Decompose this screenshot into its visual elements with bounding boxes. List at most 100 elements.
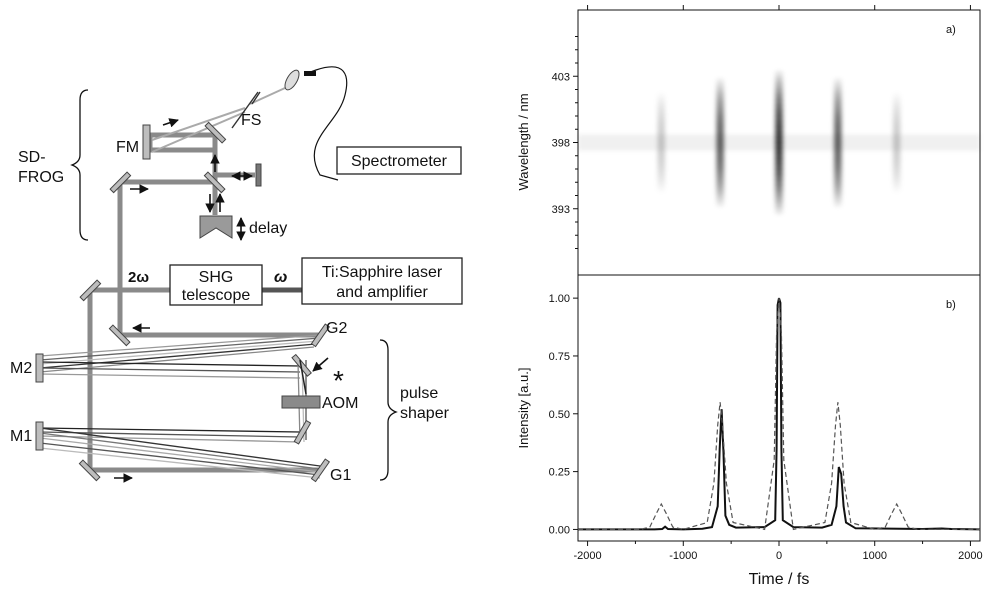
- heatmap-cell: [656, 121, 666, 127]
- panel-b-ticks: 0.00 0.25 0.50 0.75 1.00 -2000 -1000 0 1000 2000: [549, 293, 983, 562]
- pulse-shaper-brace: [379, 339, 398, 481]
- heatmap-cell: [892, 110, 902, 117]
- mirror-1: [204, 121, 227, 144]
- panel-b-ytick-label: 0.75: [549, 351, 570, 363]
- heatmap-cell: [774, 192, 784, 199]
- heatmap-cell: [774, 161, 784, 167]
- shg-label-line1: SHG: [199, 269, 234, 286]
- panel-a-ytick-label: 403: [552, 71, 570, 83]
- heatmap-cell: [774, 182, 784, 188]
- heatmap-cell: [892, 103, 902, 109]
- delay-label: delay: [249, 220, 287, 237]
- heatmap-column-1: [715, 78, 725, 207]
- heatmap-cell: [715, 182, 725, 188]
- shaper-rays: [39, 334, 321, 479]
- heatmap-cell: [715, 158, 725, 164]
- heatmap-cell: [715, 154, 725, 160]
- shg-telescope-box: [169, 264, 263, 306]
- g1-label: G1: [330, 467, 351, 484]
- heatmap-cell: [892, 132, 902, 138]
- end-mirror: [255, 163, 262, 187]
- panel-b-xtick-label: -1000: [669, 550, 697, 562]
- heatmap-cell: [656, 139, 666, 146]
- heatmap-cell: [774, 150, 784, 156]
- heatmap-cell: [892, 154, 902, 160]
- panel-b-frame: [577, 274, 981, 542]
- heatmap-cell: [833, 135, 843, 141]
- laser-box: [301, 257, 463, 305]
- panel-b-ytick-label: 0.25: [549, 467, 570, 479]
- heatmap-cell: [656, 132, 666, 138]
- heatmap-cell: [715, 78, 725, 84]
- pulse-shaper-label-line1: pulse: [400, 385, 438, 402]
- heatmap-cell: [892, 150, 902, 156]
- heatmap-cell: [892, 136, 902, 142]
- laser-label-line2: and amplifier: [336, 284, 428, 301]
- heatmap-cell: [833, 149, 843, 155]
- heatmap-cell: [833, 158, 843, 164]
- mirror-3: [79, 279, 102, 302]
- intensity-series: [578, 297, 981, 531]
- heatmap-cell: [774, 166, 784, 172]
- beam-arrows: [114, 118, 329, 483]
- heatmap-cell: [715, 97, 725, 103]
- sdfrog-label-line2: FROG: [18, 169, 64, 186]
- sdfrog-label-line1: SD-: [18, 149, 46, 166]
- heatmap-cell: [833, 201, 843, 207]
- heatmap-cell: [892, 176, 902, 182]
- mirror-6: [203, 171, 226, 194]
- heatmap-cell: [892, 161, 902, 167]
- heatmap-cell: [656, 103, 666, 109]
- heatmap-cell: [892, 139, 902, 146]
- shaper-mirror-lower: [293, 419, 312, 445]
- heatmap-cell: [656, 154, 666, 160]
- panel-b-xtick-label: 1000: [862, 550, 886, 562]
- heatmap-cell: [656, 165, 666, 171]
- heatmap-cell: [892, 125, 902, 131]
- intensity-panel: 0.000.250.500.751.00-2000 -1000 0 1000 2000 …: [516, 274, 983, 588]
- heatmap-cell: [656, 114, 666, 120]
- heatmap-cell: [715, 121, 725, 127]
- heatmap-cell: [715, 83, 725, 89]
- heatmap-cell: [656, 96, 666, 102]
- heatmap-cell: [892, 96, 902, 102]
- intensity-series-dashed: [578, 298, 980, 531]
- heatmap-cell: [715, 106, 725, 113]
- optics: [35, 69, 331, 483]
- heatmap-cell: [833, 191, 843, 198]
- heatmap-cell: [715, 172, 725, 179]
- heatmap-cell: [833, 102, 843, 108]
- heatmap-cell: [656, 107, 666, 113]
- heatmap-cell: [774, 76, 784, 82]
- fs-label: FS: [241, 112, 261, 129]
- heatmap-cell: [656, 168, 666, 175]
- heatmap-cell: [656, 147, 666, 153]
- omega-label: ω: [274, 269, 287, 286]
- heatmap-cell: [774, 81, 784, 87]
- fiber-connector: [304, 71, 316, 76]
- heatmap-cell: [833, 182, 843, 188]
- heatmap-column-3: [833, 78, 843, 207]
- heatmap-cell: [774, 203, 784, 209]
- modulator-line: [299, 359, 307, 395]
- heatmap-cell: [715, 102, 725, 108]
- heatmap-cell: [715, 163, 725, 169]
- fs-plate: [231, 91, 259, 129]
- optical-setup-diagram: SD- FROG FM FS Spectrometer delay 2ω ω S…: [10, 66, 463, 484]
- heatmap-column-0: [656, 96, 666, 189]
- pulse-shaper-label-line2: shaper: [400, 405, 450, 422]
- heatmap-cell: [892, 165, 902, 171]
- heatmap-cell: [715, 201, 725, 207]
- modulator-star: *: [333, 365, 344, 396]
- heatmap-cell: [833, 125, 843, 131]
- heatmap-cell: [774, 187, 784, 193]
- heatmap-cell: [656, 110, 666, 117]
- heatmap-cell: [892, 121, 902, 127]
- heatmap-cell: [774, 86, 784, 93]
- g2-label: G2: [326, 320, 347, 337]
- m2-label: M2: [10, 360, 32, 377]
- heatmap-cell: [833, 172, 843, 179]
- heatmap-cell: [774, 108, 784, 114]
- heatmap-cell: [715, 111, 725, 117]
- heatmap-cell: [715, 139, 725, 146]
